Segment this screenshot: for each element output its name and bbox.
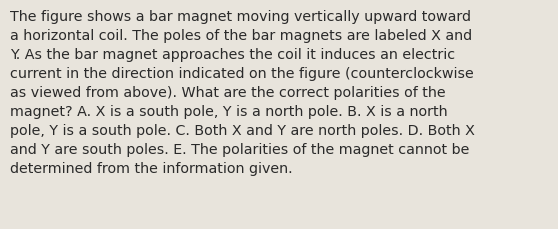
Text: The figure shows a bar magnet moving vertically upward toward
a horizontal coil.: The figure shows a bar magnet moving ver… <box>10 10 475 175</box>
